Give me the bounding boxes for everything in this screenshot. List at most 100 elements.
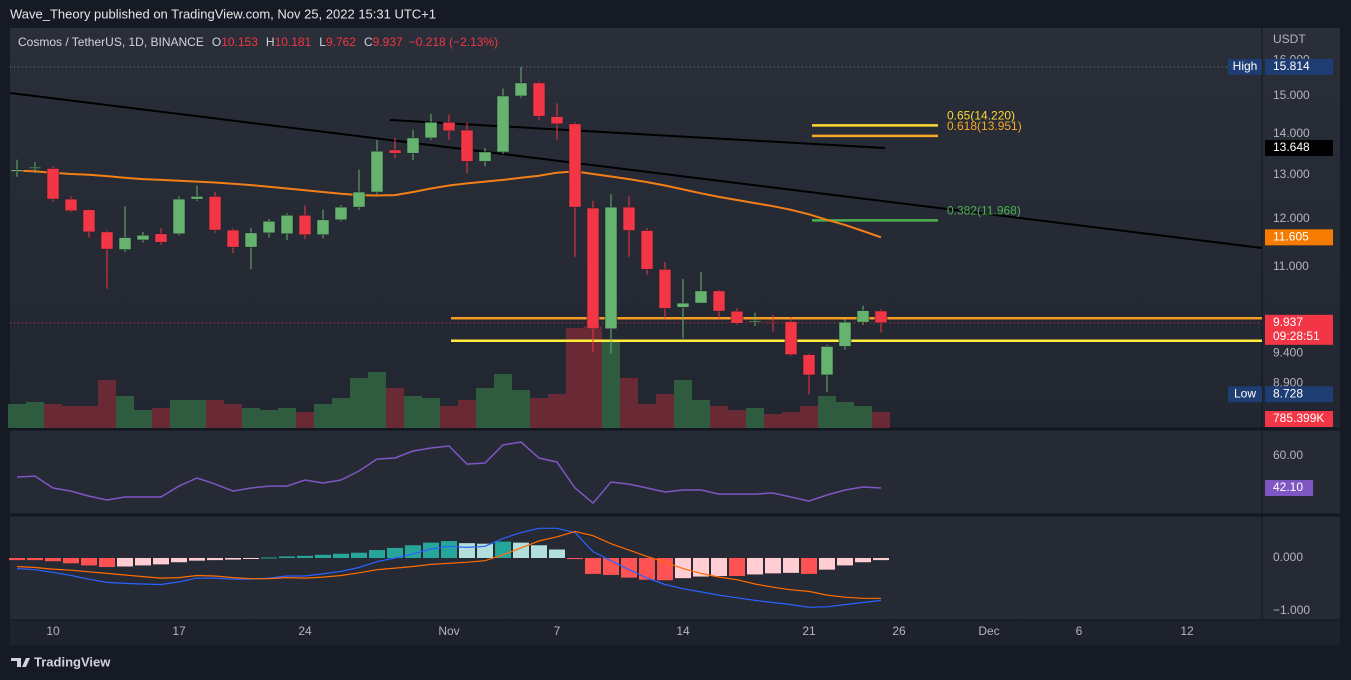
- volume-bar: [782, 412, 800, 428]
- x-tick-label: 12: [1180, 624, 1194, 638]
- symbol-title: Cosmos / TetherUS, 1D, BINANCE: [18, 35, 204, 49]
- candle-body: [640, 230, 654, 270]
- macd-histogram-bar: [99, 558, 115, 568]
- fib-label: 0.65(14.220): [947, 109, 1015, 123]
- volume-bar: [836, 402, 854, 428]
- volume-bar: [404, 396, 422, 428]
- candle-body: [856, 310, 870, 323]
- volume-bar: [530, 398, 548, 428]
- candle-body: [370, 150, 384, 193]
- volume-bar: [152, 408, 170, 428]
- x-tick-label: 24: [298, 624, 312, 638]
- volume-bar: [206, 400, 224, 428]
- candle-body: [406, 137, 420, 154]
- volume-bar: [584, 326, 602, 428]
- ohlc-value: 9.937: [373, 35, 403, 49]
- footer-brand: TradingView: [34, 654, 111, 669]
- macd-histogram-bar: [207, 558, 223, 561]
- price-badge-label: 11.605: [1273, 230, 1309, 244]
- volume-bar: [440, 406, 458, 428]
- volume-bar: [278, 408, 296, 428]
- fib-label: 0.382(11.968): [947, 204, 1021, 218]
- macd-histogram-bar: [297, 555, 313, 559]
- volume-bar: [188, 400, 206, 428]
- macd-histogram-bar: [315, 554, 331, 559]
- macd-histogram-bar: [9, 558, 25, 561]
- volume-bar: [872, 411, 890, 428]
- candle-body: [244, 232, 258, 248]
- macd-histogram-bar: [819, 558, 835, 570]
- candle-body: [424, 122, 438, 139]
- volume-bar: [656, 394, 674, 428]
- volume-bar: [332, 398, 350, 428]
- volume-bar: [764, 414, 782, 428]
- macd-line: [16, 527, 882, 608]
- macd-histogram-bar: [477, 543, 493, 559]
- candle-body: [316, 219, 330, 235]
- candle-body: [100, 231, 114, 250]
- y-tick-label: 12.000: [1273, 211, 1310, 225]
- volume-bar: [62, 406, 80, 428]
- candle-body: [694, 290, 708, 304]
- candle-body: [208, 196, 222, 231]
- candle-body: [172, 198, 186, 235]
- volume-badge-label: 785.399K: [1273, 411, 1324, 425]
- volume-bar: [296, 412, 314, 428]
- volume-bar: [566, 328, 584, 428]
- candle-body: [28, 166, 42, 169]
- macd-histogram-bar: [27, 558, 43, 561]
- macd-histogram-bar: [441, 541, 457, 559]
- candle-body: [550, 116, 564, 125]
- price-badge: [1265, 229, 1333, 246]
- volume-bar: [548, 394, 566, 428]
- candle-body: [334, 206, 348, 221]
- ohlc-value: 10.181: [275, 35, 312, 49]
- candle-body: [802, 354, 816, 376]
- macd-histogram-bar: [495, 541, 511, 559]
- macd-histogram-bar: [171, 558, 187, 563]
- volume-bar: [8, 404, 26, 428]
- price-badge-label: 13.648: [1273, 140, 1310, 154]
- macd-histogram-bar: [45, 558, 61, 562]
- candle-body: [496, 95, 510, 153]
- candle-body: [820, 346, 834, 376]
- x-tick-label: Nov: [438, 624, 459, 638]
- volume-bar: [116, 396, 134, 428]
- x-tick-label: 26: [892, 624, 906, 638]
- volume-bar: [512, 390, 530, 428]
- volume-bar: [422, 398, 440, 428]
- macd-histogram-bar: [549, 549, 565, 559]
- volume-bar: [26, 402, 44, 428]
- ohlc-letter: O: [212, 35, 221, 49]
- x-tick-label: 17: [172, 624, 186, 638]
- macd-histogram-bar: [279, 556, 295, 559]
- x-tick-label: 10: [46, 624, 60, 638]
- price-badge: [1265, 58, 1333, 75]
- macd-histogram-bar: [387, 547, 403, 559]
- volume-bar: [638, 404, 656, 428]
- candle-body: [154, 233, 168, 243]
- macd-histogram-bar: [153, 558, 169, 565]
- candle-body: [874, 310, 888, 324]
- macd-histogram-bar: [855, 558, 871, 563]
- volume-bar: [350, 378, 368, 428]
- macd-histogram-bar: [243, 558, 259, 560]
- macd-tick-label: −1.000: [1273, 603, 1310, 617]
- macd-histogram-bar: [423, 542, 439, 559]
- x-tick-label: 7: [554, 624, 561, 638]
- volume-bar: [242, 408, 260, 428]
- volume-bar: [134, 410, 152, 428]
- volume-bar: [368, 372, 386, 428]
- volume-bar: [800, 406, 818, 428]
- candle-body: [352, 191, 366, 208]
- x-tick-label: 6: [1076, 624, 1083, 638]
- candle-body: [658, 269, 672, 309]
- volume-bar: [44, 404, 62, 428]
- candle-body: [748, 320, 762, 323]
- candle-body: [514, 82, 528, 97]
- footer: TradingView: [11, 654, 111, 669]
- macd-histogram-bar: [747, 558, 763, 575]
- volume-bar: [602, 342, 620, 428]
- x-tick-label: 14: [676, 624, 690, 638]
- fib-label: 0.618(13.951): [947, 119, 1022, 133]
